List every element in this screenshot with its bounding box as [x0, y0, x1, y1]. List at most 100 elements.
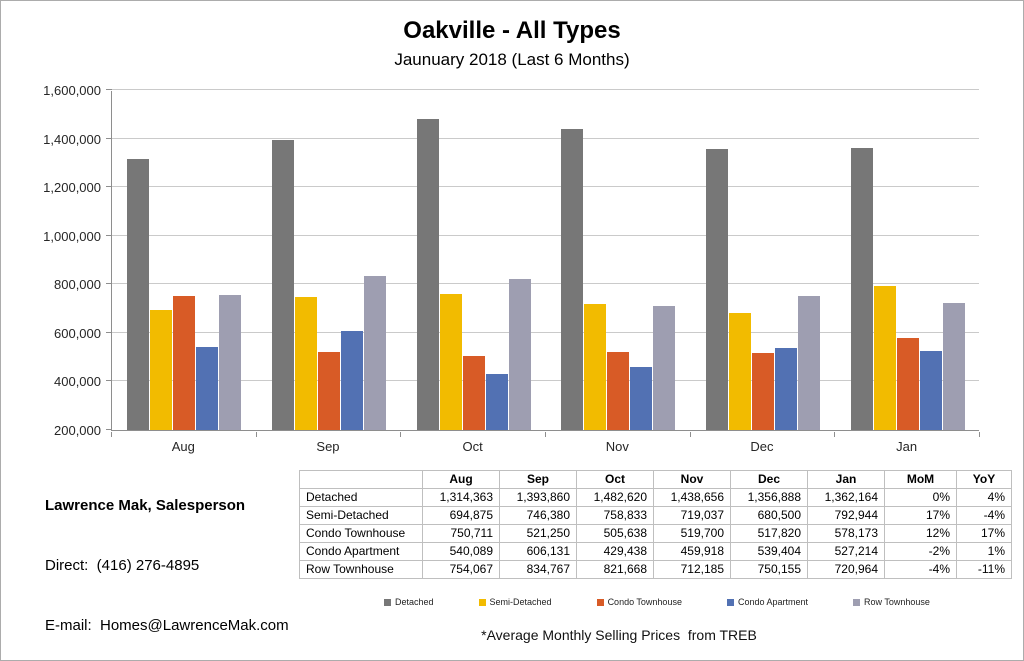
price-cell: 746,380 [499, 506, 577, 525]
price-cell: 694,875 [422, 506, 500, 525]
x-axis-label-nov: Nov [605, 439, 629, 454]
bar-row-townhouse-aug [219, 295, 242, 430]
y-axis-label: 200,000 [54, 423, 101, 438]
y-axis-label: 400,000 [54, 374, 101, 390]
y-axis-label: 1,600,000 [43, 83, 101, 98]
price-cell: 517,820 [730, 524, 808, 543]
legend-label: Detached [395, 597, 434, 607]
x-axis-label-aug: Aug [171, 439, 195, 454]
price-cell: 1,438,656 [653, 488, 731, 507]
bar-group-sep [257, 91, 402, 430]
bar-detached-dec [705, 149, 728, 430]
bar-row-townhouse-sep [363, 275, 386, 430]
legend-item-condo-townhouse: Condo Townhouse [596, 597, 682, 607]
bar-row-townhouse-jan [942, 303, 965, 430]
price-cell: 521,250 [499, 524, 577, 543]
table-body: Detached 1,314,363 1,393,860 1,482,620 1,438… [299, 488, 1012, 579]
row-label: Condo Apartment [299, 542, 423, 561]
y-axis-tick [106, 429, 112, 430]
gridline [112, 186, 979, 188]
y-axis-label: 800,000 [54, 277, 101, 293]
bar-row-townhouse-nov [653, 305, 676, 430]
yoy-cell: 4% [956, 488, 1012, 507]
row-label: Condo Townhouse [299, 524, 423, 543]
price-cell: 1,314,363 [422, 488, 500, 507]
mom-cell: 0% [884, 488, 957, 507]
legend-item-detached: Detached [384, 597, 434, 607]
table-header-cell [299, 470, 423, 489]
x-axis-tick [111, 432, 112, 437]
table-head: Aug Sep Oct Nov Dec Jan MoM YoY [299, 470, 1012, 489]
bar-condo-townhouse-aug [173, 296, 196, 430]
bar-group-jan [835, 91, 980, 430]
price-cell: 821,668 [576, 560, 654, 579]
y-axis-label: 1,000,000 [43, 228, 101, 244]
chart-title: Oakville - All Types [403, 17, 621, 44]
bar-group-oct [401, 91, 546, 430]
x-axis-label-dec: Dec [750, 439, 774, 454]
x-axis-tick [979, 432, 980, 437]
bar-condo-apartment-sep [340, 331, 363, 430]
footnote: *Average Monthly Selling Prices from TRE… [481, 627, 757, 643]
agent-email: E-mail: Homes@LawrenceMak.com [45, 617, 289, 634]
bar-semi-detached-nov [584, 303, 607, 430]
legend-swatch-detached [384, 598, 391, 606]
y-axis-tick [106, 186, 112, 188]
price-cell: 1,482,620 [576, 488, 654, 507]
bar-condo-townhouse-oct [462, 355, 485, 430]
x-axis-label-sep: Sep [316, 439, 340, 454]
x-axis-label-jan: Jan [896, 439, 918, 454]
legend-swatch-condo-townhouse [596, 598, 604, 606]
x-axis-tick [834, 432, 836, 437]
x-axis-tick [545, 432, 546, 437]
bar-detached-jan [850, 147, 873, 430]
bar-semi-detached-oct [439, 294, 462, 430]
bar-condo-townhouse-jan [896, 338, 919, 430]
row-label: Semi-Detached [299, 506, 423, 525]
table-row-detached: Detached 1,314,363 1,393,860 1,482,620 1,438… [299, 488, 1012, 507]
data-table: Aug Sep Oct Nov Dec Jan MoM YoY Detached 1,314,3… [299, 470, 1012, 579]
y-axis-label: 600,000 [54, 325, 101, 341]
bar-row-townhouse-dec [797, 296, 820, 430]
yoy-cell: -11% [956, 560, 1012, 579]
table-header-cell: Sep [499, 470, 577, 489]
price-cell: 758,833 [576, 506, 654, 525]
row-label: Row Townhouse [299, 560, 423, 579]
table-header-cell: Nov [653, 470, 731, 489]
y-axis-tick [106, 283, 112, 285]
bar-group-aug [112, 91, 257, 430]
mom-cell: 12% [884, 524, 957, 543]
agent-direct-phone: Direct: (416) 276-4895 [45, 557, 200, 574]
agent-name: Lawrence Mak, Salesperson [45, 497, 246, 514]
price-cell: 1,362,164 [807, 488, 885, 507]
bar-detached-oct [416, 118, 439, 430]
chart-subtitle: Jaunuary 2018 (Last 6 Months) [394, 50, 630, 69]
row-label: Detached [299, 488, 423, 507]
table-row-condo-apartment: Condo Apartment 540,089 606,131 429,438 459,… [299, 542, 1012, 561]
price-cell: 680,500 [730, 506, 808, 525]
price-cell: 1,393,860 [499, 488, 577, 507]
chart-legend: Detached Semi-Detached Condo Townhouse Cond… [384, 597, 930, 607]
table-row-condo-townhouse: Condo Townhouse 750,711 521,250 505,638 519,… [299, 524, 1012, 543]
y-axis-tick [106, 234, 112, 236]
price-cell: 754,067 [422, 560, 500, 579]
legend-label: Condo Townhouse [607, 597, 682, 607]
contact-block: Lawrence Mak, Salesperson Direct: (416) … [45, 456, 330, 660]
bar-detached-nov [561, 129, 584, 430]
price-cell: 750,711 [422, 524, 500, 543]
x-axis-tick [255, 432, 257, 437]
bar-semi-detached-aug [150, 309, 173, 430]
price-cell: 519,700 [653, 524, 731, 543]
bar-condo-apartment-nov [630, 366, 653, 430]
legend-item-condo-apartment: Condo Apartment [726, 597, 808, 607]
legend-label: Condo Apartment [737, 597, 808, 607]
table-header-cell: YoY [956, 470, 1012, 489]
gridline [112, 89, 979, 90]
legend-swatch-row-townhouse [853, 598, 860, 606]
y-axis-tick [106, 89, 112, 90]
price-cell: 505,638 [576, 524, 654, 543]
price-cell: 527,214 [807, 542, 885, 561]
price-cell: 834,767 [499, 560, 577, 579]
gridline [112, 380, 979, 382]
